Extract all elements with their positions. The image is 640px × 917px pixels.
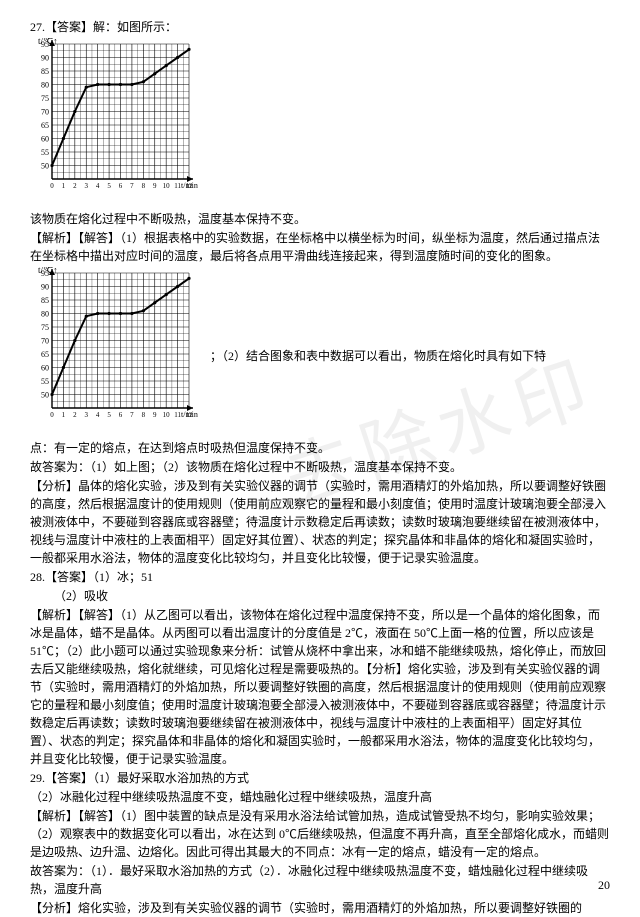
svg-text:4: 4 [96,411,100,419]
svg-text:65: 65 [41,121,49,130]
b1-text: 点：有一定的熔点，在达到熔点时吸热但温度保持不变。 [30,439,610,457]
svg-text:8: 8 [142,411,146,419]
b2-text: 故答案为：（1）如上图；（2）该物质在熔化过程中不断吸热，温度基本保持不变。 [30,458,610,476]
svg-text:75: 75 [41,94,49,103]
d2-text: 故答案为：（1）．最好采取水浴加热的方式（2）．冰融化过程中继续吸热温度不变，蜡… [30,862,610,898]
q28a-text: 28.【答案】（1）冰；51 [30,568,610,586]
svg-text:10: 10 [163,182,171,190]
svg-text:1: 1 [62,411,66,419]
d1-text: 【解析】【解答】（1）图中装置的缺点是没有采用水浴法给试管加热，造成试管受热不均… [30,807,610,861]
svg-text:7: 7 [130,411,134,419]
svg-text:3: 3 [85,411,89,419]
page-number: 20 [598,876,610,894]
svg-text:65: 65 [41,350,49,359]
svg-text:8: 8 [142,182,146,190]
b3-text: 【分析】晶体的熔化实验，涉及到有关实验仪器的调节（实验时，需用酒精灯的外焰加热，… [30,477,610,567]
q29b-text: （2）冰融化过程中继续吸热温度不变，蜡烛融化过程中继续吸热，温度升高 [30,788,610,806]
svg-text:0: 0 [50,182,54,190]
q29a-text: 29.【答案】（1）最好采取水浴加热的方式 [30,769,610,787]
svg-text:t/℃↑: t/℃↑ [38,267,58,275]
svg-text:80: 80 [41,310,49,319]
chart2-inline-text: ；（2）结合图象和表中数据可以看出，物质在熔化时具有如下特 [210,347,590,365]
svg-text:0: 0 [50,411,54,419]
q27-heading: 27.【答案】解：如图所示： [30,18,610,36]
d3-text: 【分析】熔化实验，涉及到有关实验仪器的调节（实验时，需用酒精灯的外焰加热，所以要… [30,899,610,917]
svg-text:85: 85 [41,296,49,305]
svg-text:4: 4 [96,182,100,190]
svg-text:50: 50 [41,162,49,171]
svg-text:85: 85 [41,67,49,76]
svg-text:t/min: t/min [181,410,198,419]
svg-text:t/℃↑: t/℃↑ [38,38,58,46]
c1-text: 【解析】【解答】（1）从乙图可以看出，该物体在熔化过程中温度保持不变，所以是一个… [30,606,610,768]
svg-text:70: 70 [41,337,49,346]
svg-text:t/min: t/min [181,181,198,190]
chart-1: 505560657075808590950123456789101112t/℃↑… [30,38,610,208]
svg-text:3: 3 [85,182,89,190]
svg-text:7: 7 [130,182,134,190]
svg-text:9: 9 [153,411,157,419]
a2-text: 【解析】【解答】（1）根据表格中的实验数据，在坐标格中以横坐标为时间，纵坐标为温… [30,229,610,265]
chart-2: 505560657075808590950123456789101112t/℃↑… [30,267,207,432]
svg-text:1: 1 [62,182,66,190]
svg-text:10: 10 [163,411,171,419]
svg-text:60: 60 [41,364,49,373]
a1-text: 该物质在熔化过程中不断吸热，温度基本保持不变。 [30,210,610,228]
svg-text:90: 90 [41,54,49,63]
svg-text:80: 80 [41,81,49,90]
svg-text:70: 70 [41,108,49,117]
q28b-text: （2）吸收 [30,587,610,605]
svg-text:2: 2 [73,411,77,419]
svg-text:6: 6 [119,182,123,190]
svg-text:75: 75 [41,323,49,332]
svg-text:60: 60 [41,135,49,144]
svg-text:55: 55 [41,377,49,386]
svg-text:2: 2 [73,182,77,190]
svg-text:90: 90 [41,283,49,292]
svg-text:9: 9 [153,182,157,190]
svg-text:6: 6 [119,411,123,419]
svg-text:50: 50 [41,391,49,400]
svg-text:55: 55 [41,148,49,157]
svg-text:5: 5 [107,411,111,419]
chart-2-wrap: 505560657075808590950123456789101112t/℃↑… [30,267,610,437]
svg-text:5: 5 [107,182,111,190]
